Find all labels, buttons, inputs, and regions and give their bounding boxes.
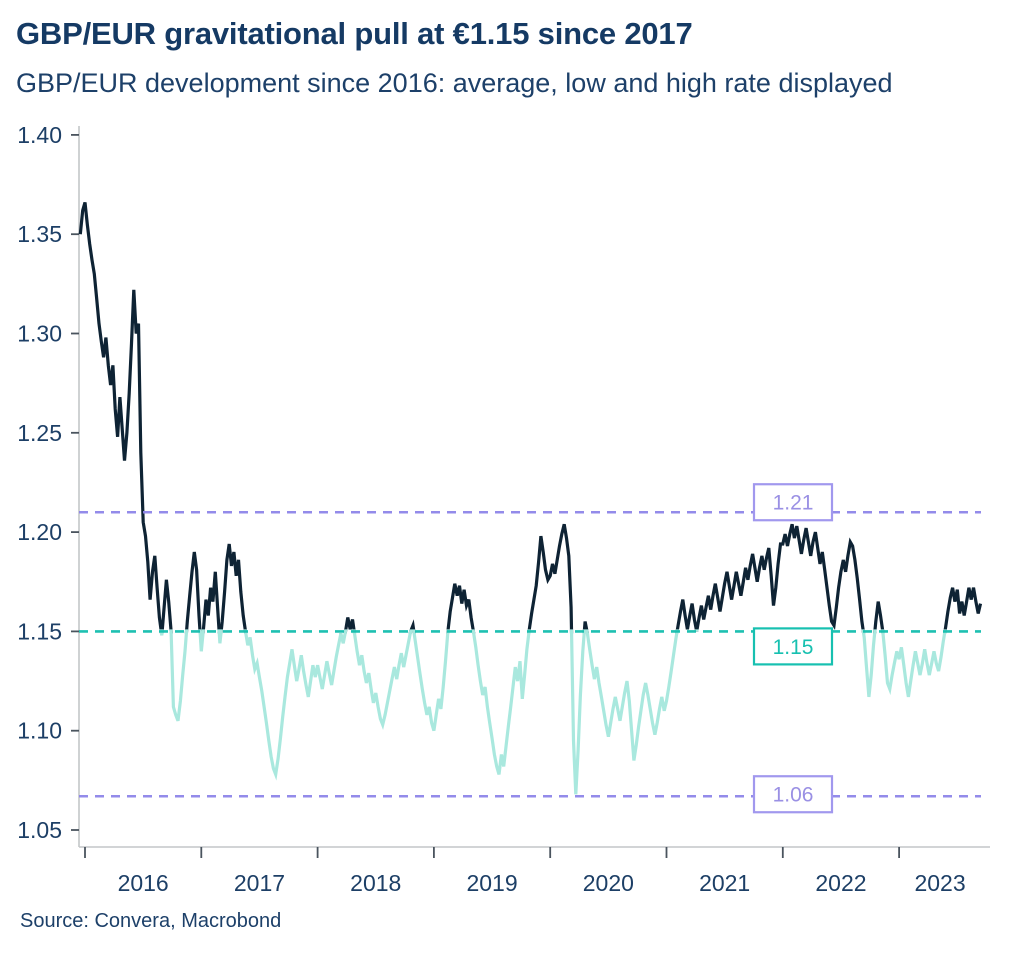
- y-tick-label: 1.20: [17, 519, 62, 545]
- threshold-label-box-1.06: [752, 775, 834, 814]
- x-tick-label: 2016: [118, 870, 169, 896]
- x-tick-label: 2017: [234, 870, 285, 896]
- chart-title: GBP/EUR gravitational pull at €1.15 sinc…: [16, 16, 693, 51]
- y-tick-label: 1.25: [17, 420, 62, 446]
- threshold-label-1.15: 1.15: [773, 636, 814, 659]
- y-tick-label: 1.35: [17, 221, 62, 247]
- x-tick-label: 2018: [350, 870, 401, 896]
- y-tick-label: 1.05: [17, 817, 62, 843]
- x-tick-label: 2022: [815, 870, 866, 896]
- x-tick-label: 2023: [914, 870, 965, 896]
- y-tick-label: 1.15: [17, 618, 62, 644]
- threshold-label-box-1.15: [752, 627, 834, 666]
- x-tick-label: 2019: [466, 870, 517, 896]
- chart-subtitle: GBP/EUR development since 2016: average,…: [16, 68, 893, 98]
- x-tick-label: 2021: [699, 870, 750, 896]
- x-tick-label: 2020: [583, 870, 634, 896]
- rate-line-above-average: [78, 201, 983, 634]
- y-tick-label: 1.10: [17, 718, 62, 744]
- rate-line-below-average: [159, 629, 947, 795]
- y-tick-label: 1.40: [17, 122, 62, 148]
- threshold-label-1.06: 1.06: [773, 784, 814, 807]
- threshold-label-1.21: 1.21: [773, 492, 814, 515]
- y-tick-label: 1.30: [17, 321, 62, 347]
- threshold-label-box-1.21: [752, 483, 834, 522]
- source-text: Source: Convera, Macrobond: [20, 910, 282, 932]
